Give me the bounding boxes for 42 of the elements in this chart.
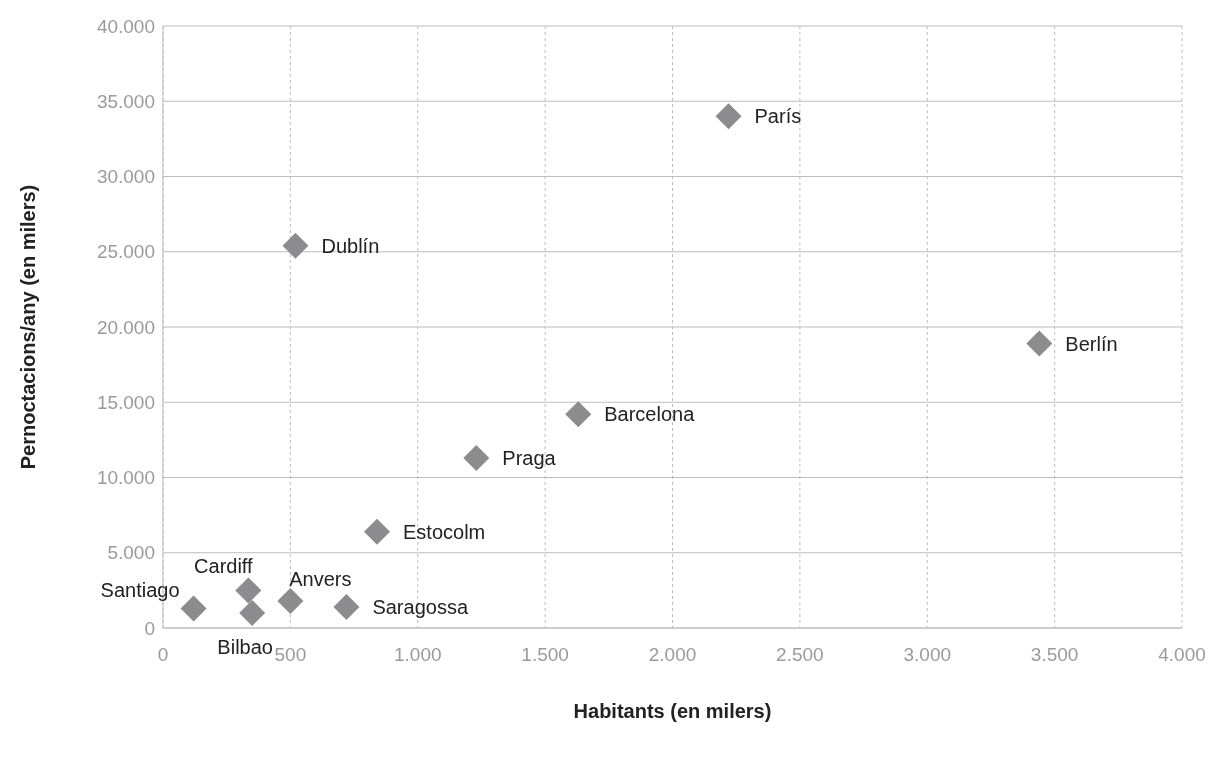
annotation: París [754,105,802,128]
x-axis-title: Habitants (en milers) [573,700,772,722]
y-tick-label: 35.000 [96,91,155,112]
x-tick-label: 3.000 [903,644,952,666]
y-tick-label: 0 [144,617,155,639]
point [463,444,490,471]
x-tick-label: 1.000 [393,644,442,666]
y-tick-label: 40.000 [96,15,155,37]
point [282,232,309,259]
x-tick-label: 1.500 [521,644,569,666]
y-tick-label: 10.000 [96,467,155,489]
point [235,577,262,604]
point [180,595,207,622]
annotation: Berlín [1065,332,1118,355]
point [333,593,360,620]
point [277,587,304,614]
x-tick-label: 4.000 [1158,644,1206,666]
annotation: Santiago [100,579,180,602]
annotation: Barcelona [604,403,696,426]
annotation: Cardiff [194,555,254,578]
x-tick-label: 0 [157,644,169,666]
y-tick-label: 20.000 [96,316,155,338]
annotation: Dublín [321,234,380,257]
y-tick-label: 5.000 [107,542,155,564]
x-tick-label: 500 [274,644,307,666]
y-axis-title: Pernoctacions/any (en milers) [17,184,40,470]
y-tick-label: 25.000 [96,241,155,263]
point [1026,330,1053,357]
point [715,103,742,130]
point [363,518,390,545]
annotation: Saragossa [372,595,469,618]
y-tick-label: 30.000 [96,166,155,188]
annotation: Praga [502,446,557,469]
y-tick-label: 15.000 [96,391,155,413]
annotation: Estocolm [402,520,486,543]
x-tick-label: 2.000 [648,644,697,666]
annotation: Bilbao [217,635,273,658]
point [565,401,592,428]
x-tick-label: 3.500 [1030,644,1079,666]
x-tick-label: 2.500 [776,644,824,666]
point [239,599,266,626]
annotation: Anvers [289,567,352,590]
